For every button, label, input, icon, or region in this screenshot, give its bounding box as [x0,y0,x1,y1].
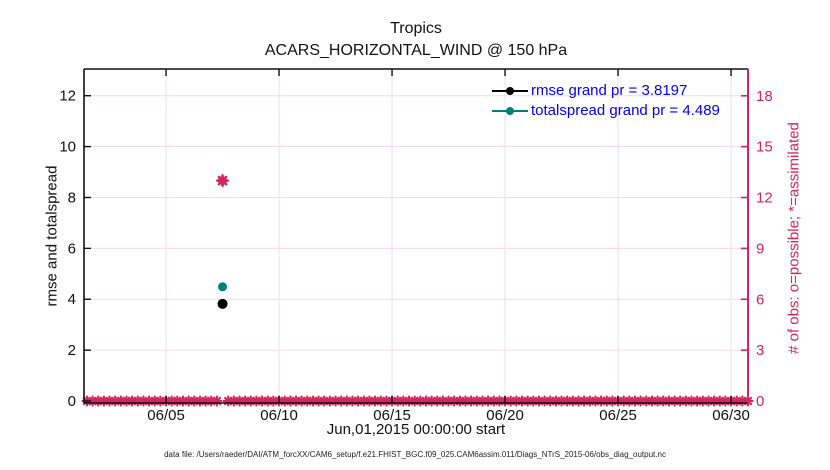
legend: rmse grand pr = 3.8197 totalspread grand… [492,81,720,120]
x-tick-label: 06/05 [147,407,185,424]
x-tick-label: 06/10 [260,407,298,424]
x-tick-label: 06/25 [599,407,637,424]
y-tick-label-right: 3 [756,342,764,359]
totalspread-point [218,282,228,292]
rmse-point [217,298,228,309]
y-tick-label-right: 12 [756,190,773,207]
y-tick-label-right: 18 [756,88,773,105]
chart-subtitle: ACARS_HORIZONTAL_WIND @ 150 hPa [264,42,568,59]
y-tick-label-right: 15 [756,139,773,156]
x-tick-label: 06/20 [486,407,524,424]
legend-line-marker-rmse [492,89,528,92]
y-tick-label-left: 6 [68,240,76,257]
chart-title: Tropics [390,20,442,37]
y-tick-label-right: 9 [756,240,764,257]
legend-item-rmse: rmse grand pr = 3.8197 [492,81,720,100]
y-tick-label-left: 0 [68,393,76,410]
x-axis-label: Jun,01,2015 00:00:00 start [326,421,506,438]
legend-line-marker-totalspread [492,109,528,112]
y-tick-label-left: 8 [68,189,76,206]
y-tick-label-left: 12 [59,88,76,105]
legend-label-rmse: rmse grand pr = 3.8197 [531,82,688,99]
y-tick-label-left: 10 [59,139,76,156]
y-tick-label-right: 0 [756,393,764,410]
x-tick-label: 06/30 [712,407,750,424]
legend-label-totalspread: totalspread grand pr = 4.489 [531,102,720,119]
asterisk-marker [217,175,228,186]
y-tick-label-left: 4 [68,291,76,308]
data-file-caption: data file: /Users/raeder/DAI/ATM_forcXX/… [164,450,666,459]
x-tick-label: 06/15 [373,407,411,424]
y-tick-label-right: 6 [756,291,764,308]
legend-item-totalspread: totalspread grand pr = 4.489 [492,101,720,120]
y-tick-label-left: 2 [68,342,76,359]
